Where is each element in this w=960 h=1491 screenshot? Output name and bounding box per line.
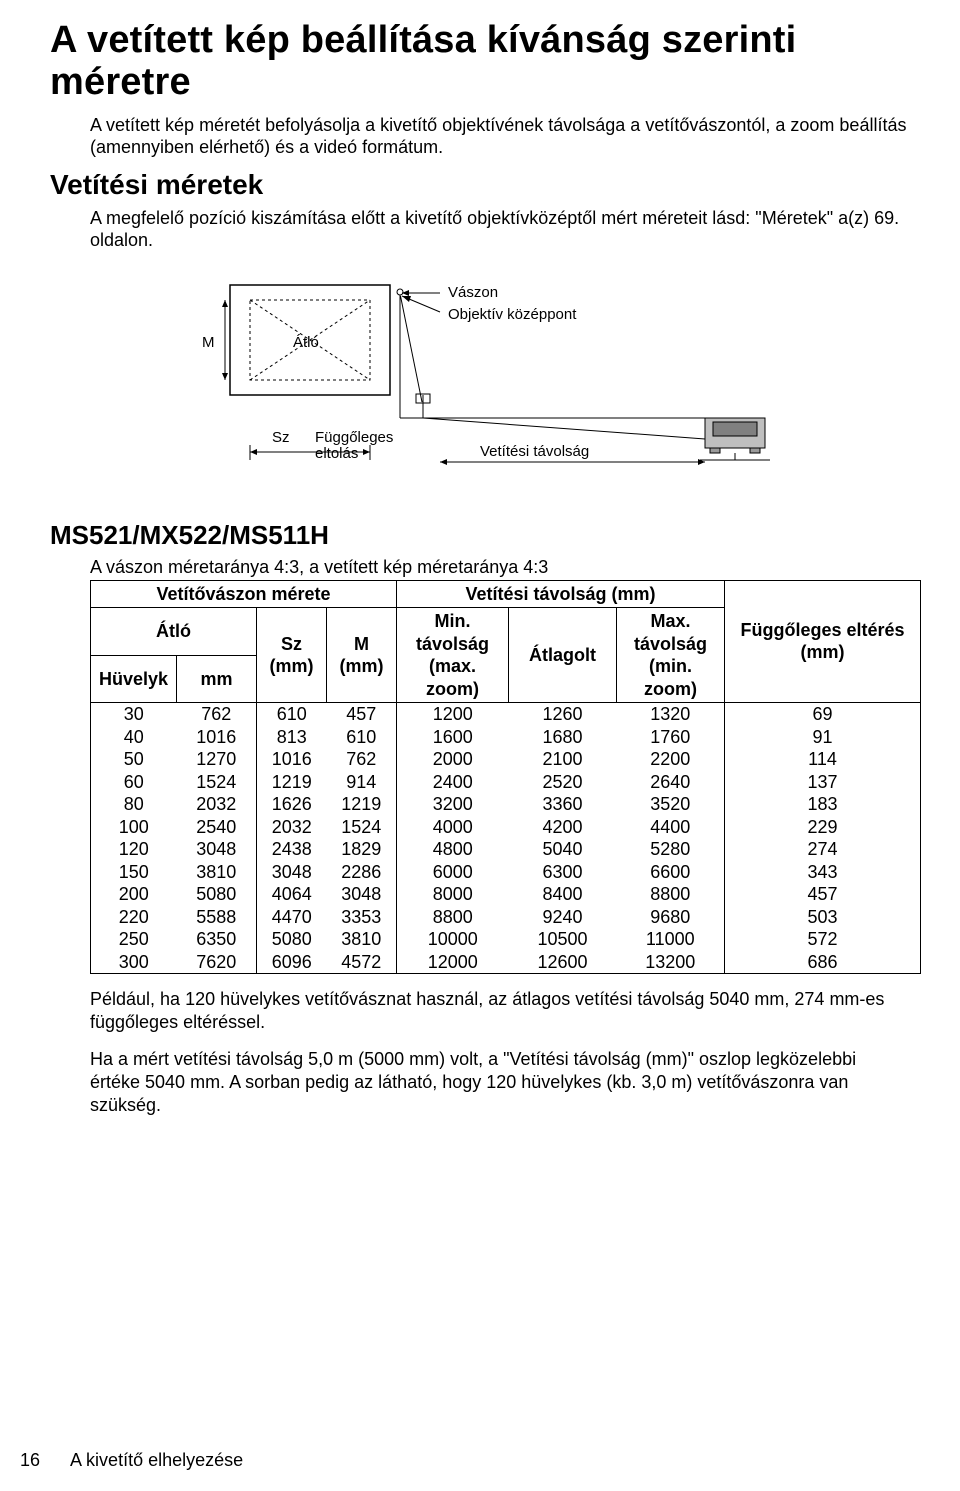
table-header-width: Sz (mm): [257, 608, 327, 703]
table-row: 100254020321524400042004400229: [91, 816, 921, 839]
diagram-label-vertical-offset: Függőlegeseltolás: [315, 429, 393, 462]
table-row: 220558844703353880092409680503: [91, 906, 921, 929]
diagram-label-m: M: [202, 334, 215, 351]
projection-distance-table: Vetítővászon mérete Vetítési távolság (m…: [90, 580, 921, 975]
diagram-label-projection-distance: Vetítési távolság: [480, 443, 589, 460]
table-header-vertical-offset: Függőleges eltérés (mm): [725, 580, 921, 703]
table-row: 150381030482286600063006600343: [91, 861, 921, 884]
diagram-label-screen: Vászon: [448, 284, 498, 301]
table-header-diagonal: Átló: [91, 608, 257, 656]
table-row: 120304824381829480050405280274: [91, 838, 921, 861]
table-row: 5012701016762200021002200114: [91, 748, 921, 771]
example-paragraph-2: Ha a mért vetítési távolság 5,0 m (5000 …: [90, 1048, 910, 1117]
table-header-inch: Hüvelyk: [91, 655, 177, 703]
example-paragraph-1: Például, ha 120 hüvelykes vetítővásznat …: [90, 988, 910, 1034]
diagram-label-lens-center: Objektív középpont: [448, 306, 577, 323]
model-heading: MS521/MX522/MS511H: [50, 520, 910, 551]
table-header-screen-size: Vetítővászon mérete: [91, 580, 397, 608]
table-row: 200508040643048800084008800457: [91, 883, 921, 906]
table-header-mm: mm: [177, 655, 257, 703]
table-header-max-distance: Max. távolság (min. zoom): [617, 608, 725, 703]
page-title: A vetített kép beállítása kívánság szeri…: [50, 20, 910, 104]
table-row: 250635050803810100001050011000572: [91, 928, 921, 951]
table-row: 80203216261219320033603520183: [91, 793, 921, 816]
diagram-label-width: Sz: [272, 429, 290, 446]
page-number: 16: [20, 1450, 40, 1470]
table-header-avg-distance: Átlagolt: [509, 608, 617, 703]
table-row: 6015241219914240025202640137: [91, 771, 921, 794]
table-row: 40101681361016001680176091: [91, 726, 921, 749]
projection-diagram: M Átló Vászon Objektív középpont Sz Függ…: [170, 270, 790, 500]
table-header-projection-distance: Vetítési távolság (mm): [397, 580, 725, 608]
table-header-min-distance: Min. távolság (max. zoom): [397, 608, 509, 703]
intro-paragraph: A vetített kép méretét befolyásolja a ki…: [90, 114, 910, 159]
subheading-description: A megfelelő pozíció kiszámítása előtt a …: [90, 207, 910, 252]
table-row: 3076261045712001260132069: [91, 703, 921, 726]
table-caption: A vászon méretaránya 4:3, a vetített kép…: [90, 557, 910, 578]
table-header-height: M (mm): [327, 608, 397, 703]
table-row: 300762060964572120001260013200686: [91, 951, 921, 974]
diagram-label-diagonal: Átló: [293, 334, 319, 351]
page-footer: 16 A kivetítő elhelyezése: [0, 1450, 243, 1471]
footer-section-title: A kivetítő elhelyezése: [70, 1450, 243, 1470]
subheading-projection-sizes: Vetítési méretek: [50, 169, 910, 201]
